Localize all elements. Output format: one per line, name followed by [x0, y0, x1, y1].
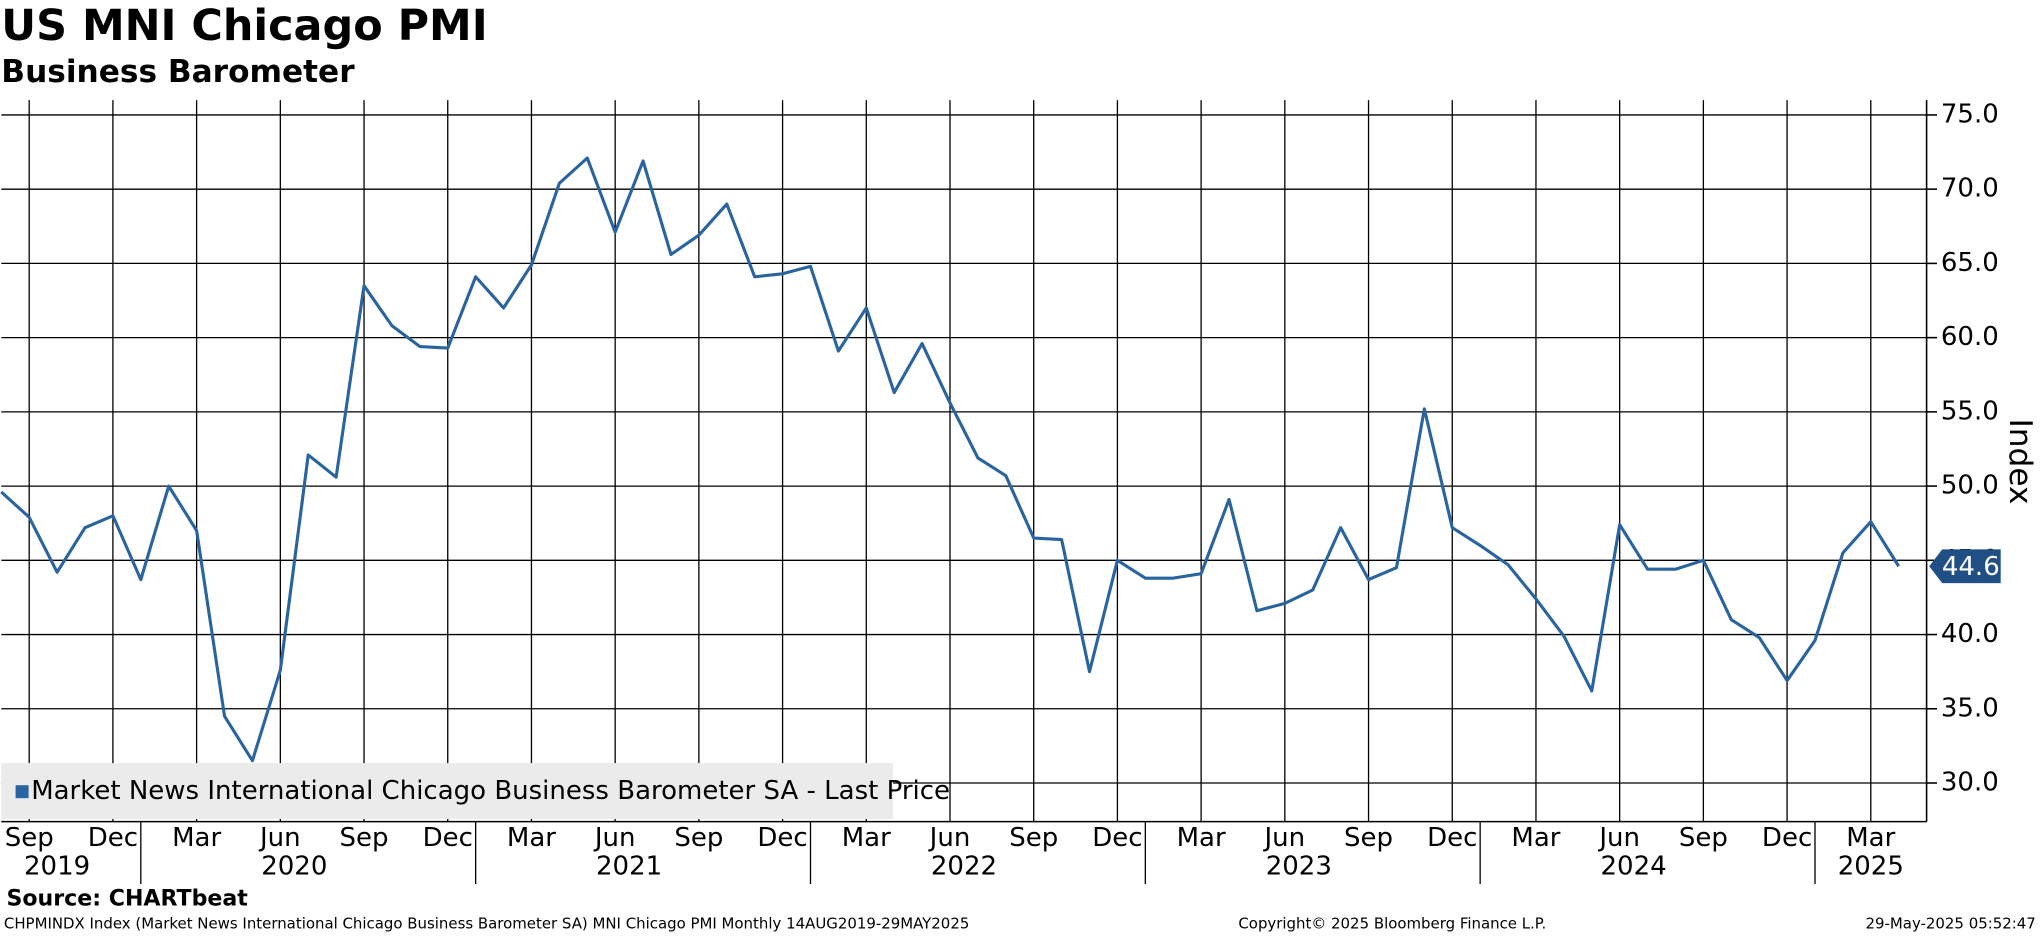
- x-year-label: 2022: [931, 852, 997, 882]
- y-tick-label: 50.0: [1941, 471, 1999, 501]
- legend-box: [1, 763, 894, 819]
- y-tick-label: 70.0: [1941, 174, 1999, 204]
- x-tick-label: Sep: [1679, 823, 1728, 853]
- y-tick-label: 55.0: [1941, 396, 1999, 426]
- x-tick-label: Mar: [1177, 823, 1226, 853]
- x-tick-label: Sep: [1344, 823, 1393, 853]
- series-line: [0, 156, 1901, 763]
- x-tick-label: Jun: [258, 823, 301, 853]
- x-tick-label: Sep: [1009, 823, 1058, 853]
- x-year-label: 2021: [596, 852, 662, 882]
- x-year-label: 2024: [1601, 852, 1667, 882]
- source: Source: CHARTbeat: [7, 886, 249, 912]
- legend-swatch: [15, 785, 29, 799]
- y-tick-label: 60.0: [1941, 322, 1999, 352]
- x-tick-label: Sep: [340, 823, 389, 853]
- footer-left: CHPMINDX Index (Market News Internationa…: [4, 914, 969, 932]
- y-tick-label: 40.0: [1941, 619, 1999, 649]
- x-year-label: 2019: [24, 852, 90, 882]
- legend-label: Market News International Chicago Busine…: [31, 776, 950, 806]
- y-tick-label: 30.0: [1941, 768, 1999, 798]
- chart-title: US MNI Chicago PMI: [1, 1, 487, 51]
- x-year-label: 2020: [261, 852, 327, 882]
- last-value-label: 44.6: [1942, 552, 2000, 582]
- x-tick-label: Mar: [507, 823, 556, 853]
- x-year-label: 2025: [1838, 852, 1904, 882]
- y-axis-label: Index: [2002, 419, 2038, 505]
- x-year-label: 2023: [1266, 852, 1332, 882]
- x-tick-label: Sep: [5, 823, 54, 853]
- x-tick-label: Dec: [88, 823, 138, 853]
- x-tick-label: Jun: [1263, 823, 1306, 853]
- x-tick-label: Jun: [593, 823, 636, 853]
- x-tick-label: Dec: [1762, 823, 1812, 853]
- x-tick-label: Mar: [1511, 823, 1560, 853]
- x-tick-label: Jun: [928, 823, 971, 853]
- chart-subtitle: Business Barometer: [1, 54, 355, 90]
- x-tick-label: Mar: [1846, 823, 1895, 853]
- x-tick-label: Dec: [1427, 823, 1477, 853]
- last-value-tag: [1929, 549, 2001, 584]
- x-tick-label: Mar: [172, 823, 221, 853]
- x-tick-label: Dec: [423, 823, 473, 853]
- y-tick-label: 65.0: [1941, 248, 1999, 278]
- x-tick-label: Sep: [674, 823, 723, 853]
- x-tick-label: Dec: [1092, 823, 1142, 853]
- x-tick-label: Dec: [757, 823, 807, 853]
- footer-center: Copyright© 2025 Bloomberg Finance L.P.: [1238, 914, 1546, 932]
- y-tick-label: 35.0: [1941, 693, 1999, 723]
- x-tick-label: Mar: [842, 823, 891, 853]
- footer-right: 29-May-2025 05:52:47: [1866, 914, 2036, 932]
- x-tick-label: Jun: [1597, 823, 1640, 853]
- y-tick-label: 75.0: [1941, 99, 1999, 129]
